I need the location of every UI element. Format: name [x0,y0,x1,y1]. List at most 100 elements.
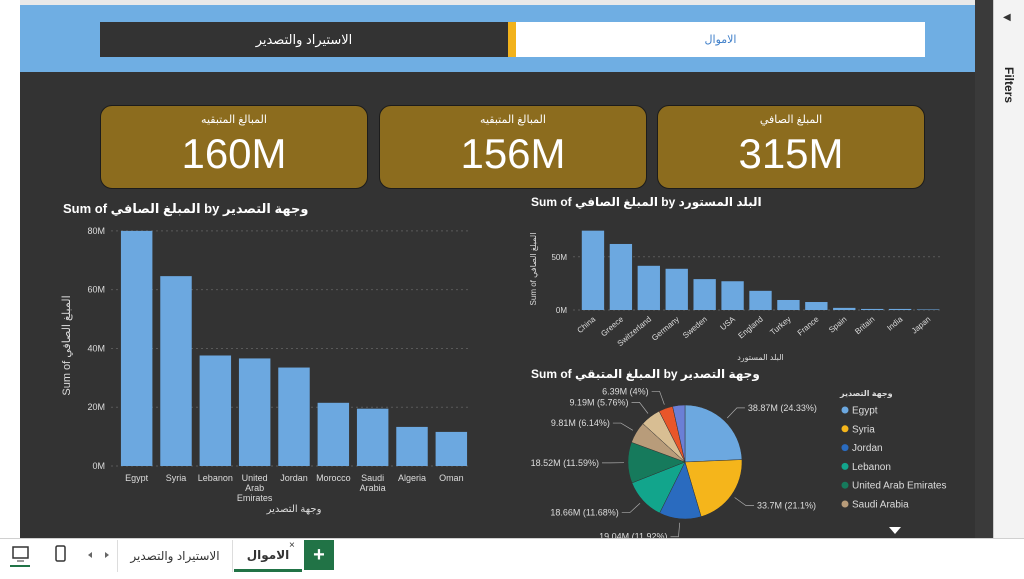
x-tick-label: Syria [166,473,187,483]
legend-marker [841,425,849,433]
y-tick-label: 50M [551,253,567,262]
legend-marker [841,500,849,508]
legend-label: Saudi Arabia [852,500,909,511]
x-tick-label: England [737,315,765,341]
y-tick-label: 80M [87,226,105,236]
charts-layer: Sum of المبلغ الصافي by وجهة التصدير 0M 20… [61,195,947,538]
x-tick-label: United Arab Emirates [237,473,273,503]
leader-line [631,402,649,414]
view-controls [10,545,109,567]
bar [356,408,389,466]
data-label: 6.39M (4%) [602,386,649,396]
bar [609,243,633,310]
card-value: 160M [181,130,287,177]
report-tab[interactable]: الاموال [516,22,925,57]
card-value: 315M [738,130,844,177]
bar [805,302,828,310]
filters-pane[interactable]: ◀ Filters [993,0,1024,538]
x-tick-label: Sweden [681,315,709,340]
y-tick-label: 60M [87,285,105,295]
pie-slice [672,404,686,463]
legend-marker [841,462,849,470]
x-tick-label: China [575,314,597,335]
x-tick-label: USA [718,314,737,332]
next-page-button[interactable] [105,552,109,558]
x-tick-label: Jordan [280,473,308,483]
leader-line [651,391,665,405]
legend-scroll-arrow[interactable] [889,527,901,534]
legend-title: وجهة التصدير [839,389,893,398]
x-tick-label: Oman [439,473,464,483]
collapse-icon[interactable]: ◀ [1003,12,1011,23]
x-tick-label: Lebanon [198,473,233,483]
x-tick-label: Algeria [398,473,426,483]
leader-line [621,502,641,514]
legend-label: Lebanon [852,462,891,473]
pie-slice [684,459,743,517]
bar [160,276,192,466]
leader-line [612,422,634,431]
x-tick-label: Greece [599,314,625,338]
page-tab[interactable]: الاستيراد والتصدير [117,540,233,572]
kpi-card: المبالغ المتبقيه 156M [379,105,647,189]
y-axis-label: Sum of المبلغ الصافي [61,295,73,395]
card-value: 156M [460,130,566,177]
bar [888,308,912,310]
bar [916,309,940,310]
close-tab-button[interactable]: × [289,540,295,551]
bar [278,367,310,466]
bar [637,265,660,310]
left-margin [0,0,20,538]
legend-marker [841,444,849,452]
leader-line [670,522,681,538]
bar [120,230,153,466]
page-tab-bar [0,538,1024,579]
leader-line [726,407,745,419]
desktop-view-icon[interactable] [12,546,29,559]
x-axis-label: وجهة التصدير [266,504,322,515]
x-axis-label: البلد المستورد [737,353,784,362]
add-page-button[interactable]: + [304,540,334,570]
filters-title[interactable]: Filters [1002,66,1017,104]
legend-marker [841,481,849,489]
leader-line [734,497,755,506]
legend-label: Jordan [852,443,883,454]
bar [317,402,350,466]
x-tick-label: Spain [827,315,848,335]
bar [396,426,428,466]
y-tick-label: 20M [87,402,105,412]
bar [833,307,856,310]
x-tick-label: Egypt [125,473,149,483]
card-label: المبلغ الصافي [759,114,823,126]
data-label: 38.87M (24.33%) [748,403,817,413]
x-tick-label: Morocco [316,473,351,483]
data-label: 18.52M (11.59%) [531,458,599,468]
report-tab[interactable]: الاستيراد والتصدير [100,22,508,57]
chart-title: Sum of المبلغ الصافي by البلد المستورد [531,195,762,210]
y-axis-label: Sum of المبلغ الصافي [529,233,538,306]
bar [665,268,688,310]
page-tab[interactable]: الاموال [234,540,302,572]
bar [693,279,716,310]
bar [199,355,232,466]
tab-divider [508,22,516,57]
chart-title: Sum of المبلغ المتبقي by وجهة التصدير [531,367,760,382]
x-tick-label: Saudi Arabia [360,473,386,493]
kpi-card: المبالغ المتبقيه 160M [100,105,368,189]
data-label: 9.81M (6.14%) [551,418,610,428]
y-tick-label: 0M [556,306,567,315]
bar [721,281,744,310]
chart-title: Sum of المبلغ الصافي by وجهة التصدير [63,201,308,216]
bar [435,431,468,466]
card-label: المبالغ المتبقيه [480,114,546,126]
x-tick-label: France [796,314,821,337]
mobile-view-icon[interactable] [55,545,66,562]
bar [581,230,605,310]
legend-label: Egypt [852,406,878,417]
x-tick-label: Japan [910,315,932,336]
y-tick-label: 0M [92,461,105,471]
x-tick-label: India [885,314,904,332]
prev-page-button[interactable] [88,552,92,558]
x-tick-label: Britain [853,315,876,336]
pie-slice [684,404,743,463]
